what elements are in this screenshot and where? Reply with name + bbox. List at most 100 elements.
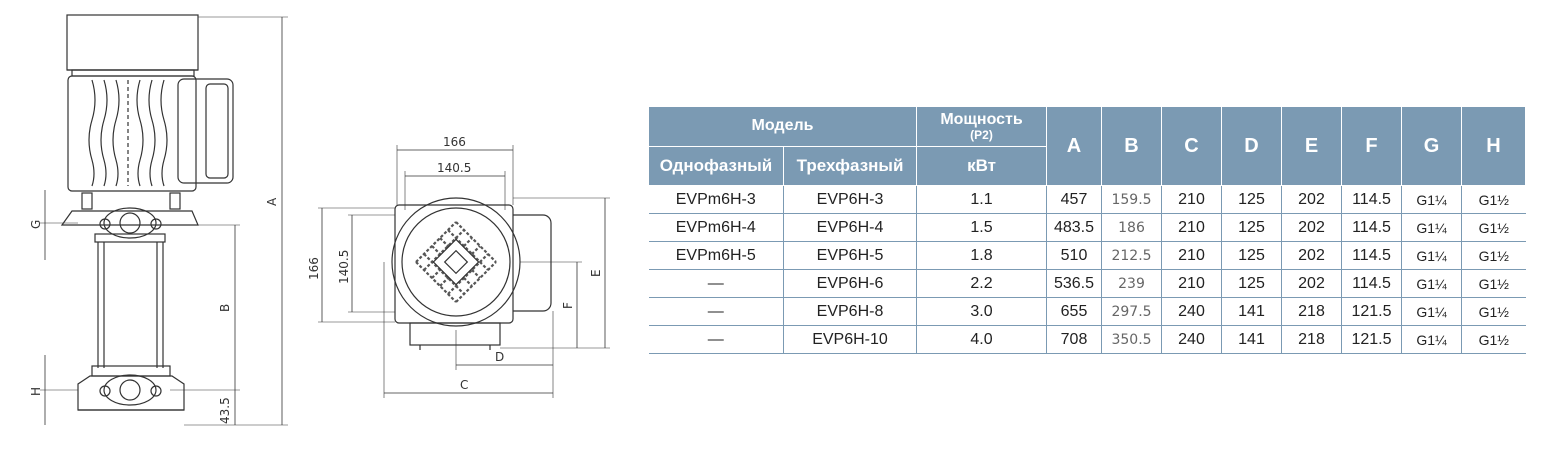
g-cell: G1¼ <box>1401 241 1462 270</box>
power-cell: 1.1 <box>916 185 1047 214</box>
d-cell: 125 <box>1221 213 1282 242</box>
single-phase-cell: — <box>648 297 784 326</box>
h-cell: G1½ <box>1461 297 1526 326</box>
h-cell: G1½ <box>1461 213 1526 242</box>
side-view <box>318 145 610 398</box>
a-cell: 708 <box>1046 325 1102 354</box>
dim-d-label: D <box>495 350 504 364</box>
c-cell: 240 <box>1161 297 1222 326</box>
f-cell: 114.5 <box>1341 269 1402 298</box>
dim-base-label: 43.5 <box>218 397 232 424</box>
power-cell: 1.5 <box>916 213 1047 242</box>
dim-c-label: C <box>460 378 468 392</box>
b-cell: 297.5 <box>1101 297 1162 326</box>
d-cell: 125 <box>1221 269 1282 298</box>
table-row: — EVP6H-10 4.0 708 350.5 240 141 218 121… <box>648 325 1526 354</box>
c-cell: 210 <box>1161 185 1222 214</box>
power-cell: 1.8 <box>916 241 1047 270</box>
c-cell: 210 <box>1161 213 1222 242</box>
single-phase-header: Однофазный <box>648 146 784 186</box>
g-cell: G1¼ <box>1401 213 1462 242</box>
power-cell: 4.0 <box>916 325 1047 354</box>
dim-140-left: 140.5 <box>337 250 351 284</box>
g-cell: G1¼ <box>1401 185 1462 214</box>
e-cell: 202 <box>1281 185 1342 214</box>
table-row: — EVP6H-8 3.0 655 297.5 240 141 218 121.… <box>648 297 1526 326</box>
e-cell: 218 <box>1281 297 1342 326</box>
technical-drawing: A B 43.5 G H <box>29 14 610 426</box>
h-cell: G1½ <box>1461 185 1526 214</box>
a-cell: 536.5 <box>1046 269 1102 298</box>
g-cell: G1¼ <box>1401 297 1462 326</box>
dim-a-label: A <box>265 197 279 206</box>
dim-b-label: B <box>218 304 232 312</box>
d-cell: 125 <box>1221 241 1282 270</box>
d-cell: 125 <box>1221 185 1282 214</box>
col-g-header: G <box>1401 106 1463 186</box>
b-cell: 350.5 <box>1101 325 1162 354</box>
single-phase-cell: EVPm6H-4 <box>648 213 784 242</box>
single-phase-cell: — <box>648 325 784 354</box>
single-phase-cell: EVPm6H-5 <box>648 241 784 270</box>
three-phase-header: Трехфазный <box>782 146 918 186</box>
b-cell: 239 <box>1101 269 1162 298</box>
col-h-header: H <box>1461 106 1527 186</box>
a-cell: 457 <box>1046 185 1102 214</box>
e-cell: 202 <box>1281 269 1342 298</box>
dim-166-left: 166 <box>307 257 321 280</box>
h-cell: G1½ <box>1461 241 1526 270</box>
three-phase-cell: EVP6H-5 <box>782 241 917 270</box>
unit-header: кВт <box>916 146 1048 186</box>
e-cell: 202 <box>1281 241 1342 270</box>
specs-table: Модель Мощность (P2) A B C D E F G H Одн… <box>647 106 1527 354</box>
power-cell: 2.2 <box>916 269 1047 298</box>
single-phase-cell: EVPm6H-3 <box>648 185 784 214</box>
f-cell: 114.5 <box>1341 241 1402 270</box>
header-row-2: Однофазный Трехфазный кВт <box>648 146 1526 186</box>
three-phase-cell: EVP6H-3 <box>782 185 917 214</box>
f-cell: 114.5 <box>1341 185 1402 214</box>
f-cell: 121.5 <box>1341 325 1402 354</box>
table-row: — EVP6H-6 2.2 536.5 239 210 125 202 114.… <box>648 269 1526 298</box>
power-header-sub: (P2) <box>970 127 993 142</box>
g-cell: G1¼ <box>1401 269 1462 298</box>
c-cell: 210 <box>1161 269 1222 298</box>
g-cell: G1¼ <box>1401 325 1462 354</box>
table-row: EVPm6H-4 EVP6H-4 1.5 483.5 186 210 125 2… <box>648 213 1526 242</box>
power-header-label: Мощность <box>940 110 1023 128</box>
model-header: Модель <box>647 106 918 147</box>
dim-g-label: G <box>29 220 43 229</box>
a-cell: 483.5 <box>1046 213 1102 242</box>
col-e-header: E <box>1281 106 1343 186</box>
f-cell: 121.5 <box>1341 297 1402 326</box>
h-cell: G1½ <box>1461 269 1526 298</box>
a-cell: 655 <box>1046 297 1102 326</box>
c-cell: 210 <box>1161 241 1222 270</box>
e-cell: 218 <box>1281 325 1342 354</box>
three-phase-cell: EVP6H-4 <box>782 213 917 242</box>
single-phase-cell: — <box>648 269 784 298</box>
b-cell: 186 <box>1101 213 1162 242</box>
d-cell: 141 <box>1221 297 1282 326</box>
dim-e-label: E <box>589 269 603 277</box>
f-cell: 114.5 <box>1341 213 1402 242</box>
fan-grille <box>415 221 497 303</box>
b-cell: 159.5 <box>1101 185 1162 214</box>
three-phase-cell: EVP6H-6 <box>782 269 917 298</box>
dim-140-top: 140.5 <box>437 161 471 175</box>
dim-166-top: 166 <box>443 135 466 149</box>
three-phase-cell: EVP6H-10 <box>782 325 917 354</box>
col-a-header: A <box>1046 106 1103 186</box>
three-phase-cell: EVP6H-8 <box>782 297 917 326</box>
col-d-header: D <box>1221 106 1283 186</box>
c-cell: 240 <box>1161 325 1222 354</box>
table-row: EVPm6H-5 EVP6H-5 1.8 510 212.5 210 125 2… <box>648 241 1526 270</box>
front-view <box>40 14 288 426</box>
col-c-header: C <box>1161 106 1223 186</box>
power-header: Мощность (P2) <box>916 106 1048 147</box>
table-row: EVPm6H-3 EVP6H-3 1.1 457 159.5 210 125 2… <box>648 185 1526 214</box>
dim-h-label: H <box>29 387 43 396</box>
header-row-1: Модель Мощность (P2) A B C D E F G H <box>647 106 1527 186</box>
col-f-header: F <box>1341 106 1403 186</box>
col-b-header: B <box>1101 106 1163 186</box>
